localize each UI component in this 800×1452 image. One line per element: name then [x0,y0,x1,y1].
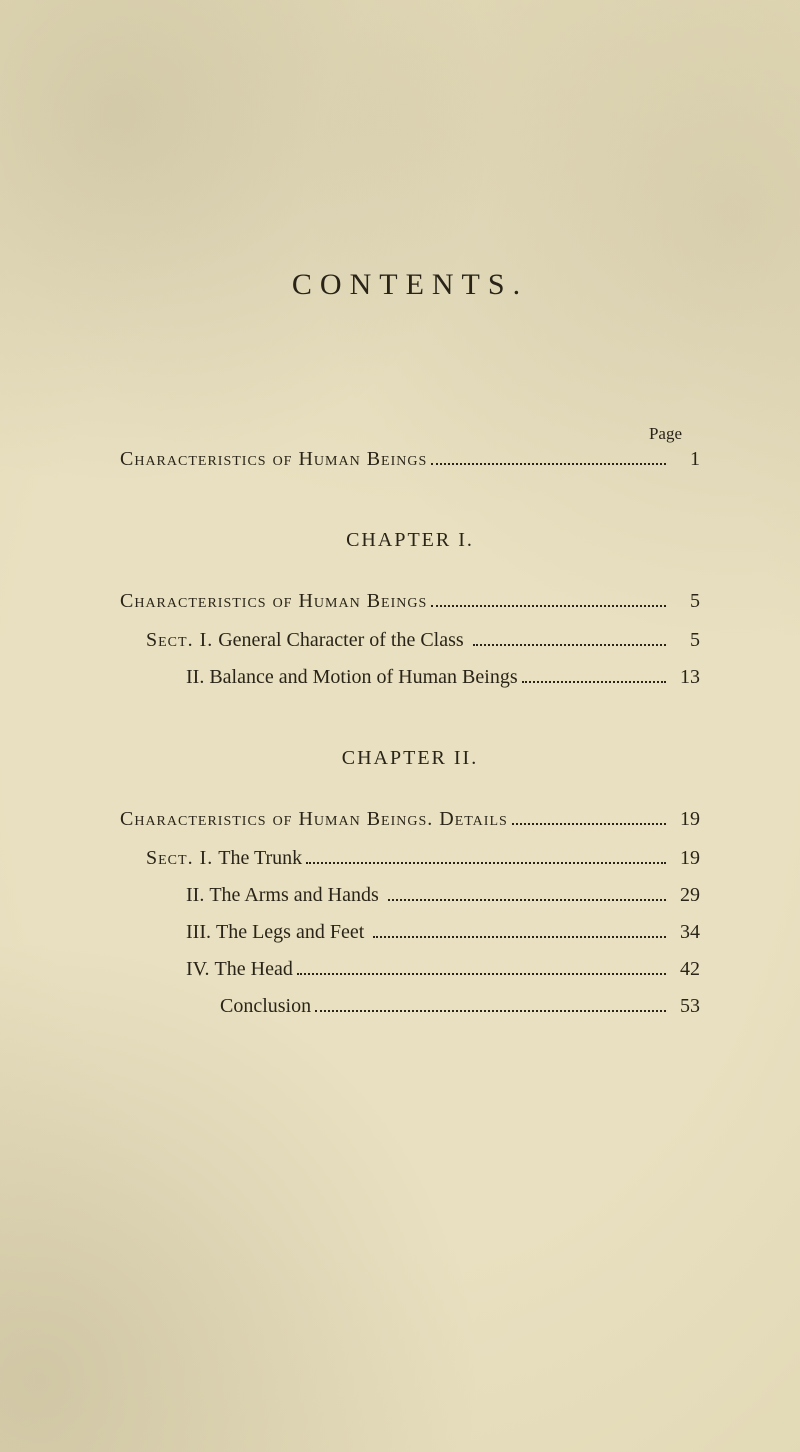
entry-label: Sect. I. General Character of the Class [146,625,469,656]
leader-dots [388,899,666,901]
toc-entry-ch2-main: Characteristics of Human Beings. Details… [120,804,700,835]
toc-entry-ch1-main: Characteristics of Human Beings 5 [120,586,700,617]
entry-label: Sect. I. The Trunk [146,843,302,874]
toc-entry-ch2-sect2: II. The Arms and Hands 29 [120,880,700,911]
leader-dots [431,463,666,465]
entry-page: 29 [670,880,700,911]
entry-page: 5 [670,586,700,617]
toc-entry-intro: Characteristics of Human Beings 1 [120,444,700,475]
entry-page: 34 [670,917,700,948]
entry-page: 5 [670,625,700,656]
entry-label: II. Balance and Motion of Human Beings [186,662,518,693]
entry-page: 19 [670,804,700,835]
leader-dots [373,936,666,938]
page-column-label: Page [120,424,700,444]
entry-page: 1 [670,444,700,475]
leader-dots [315,1010,666,1012]
leader-dots [522,681,666,683]
toc-entry-ch2-conclusion: Conclusion 53 [120,991,700,1022]
entry-label: IV. The Head [186,954,293,985]
chapter-1-heading: CHAPTER I. [120,529,700,552]
chapter-2-heading: CHAPTER II. [120,747,700,770]
entry-page: 53 [670,991,700,1022]
toc-entry-ch2-sect1: Sect. I. The Trunk 19 [120,843,700,874]
entry-label: Characteristics of Human Beings [120,444,427,475]
entry-page: 13 [670,662,700,693]
leader-dots [431,605,666,607]
entry-label: Characteristics of Human Beings [120,586,427,617]
toc-entry-ch1-sect1: Sect. I. General Character of the Class … [120,625,700,656]
contents-title: CONTENTS. [120,268,700,302]
page-content: CONTENTS. Page Characteristics of Human … [0,0,800,1022]
entry-page: 19 [670,843,700,874]
toc-entry-ch2-sect4: IV. The Head 42 [120,954,700,985]
leader-dots [512,823,666,825]
toc-entry-ch2-sect3: III. The Legs and Feet 34 [120,917,700,948]
toc-entry-ch1-sect2: II. Balance and Motion of Human Beings 1… [120,662,700,693]
leader-dots [306,862,666,864]
leader-dots [297,973,666,975]
entry-label: Conclusion [186,991,311,1022]
entry-label: II. The Arms and Hands [186,880,384,911]
entry-label: III. The Legs and Feet [186,917,369,948]
entry-page: 42 [670,954,700,985]
entry-label: Characteristics of Human Beings. Details [120,804,508,835]
leader-dots [473,644,666,646]
